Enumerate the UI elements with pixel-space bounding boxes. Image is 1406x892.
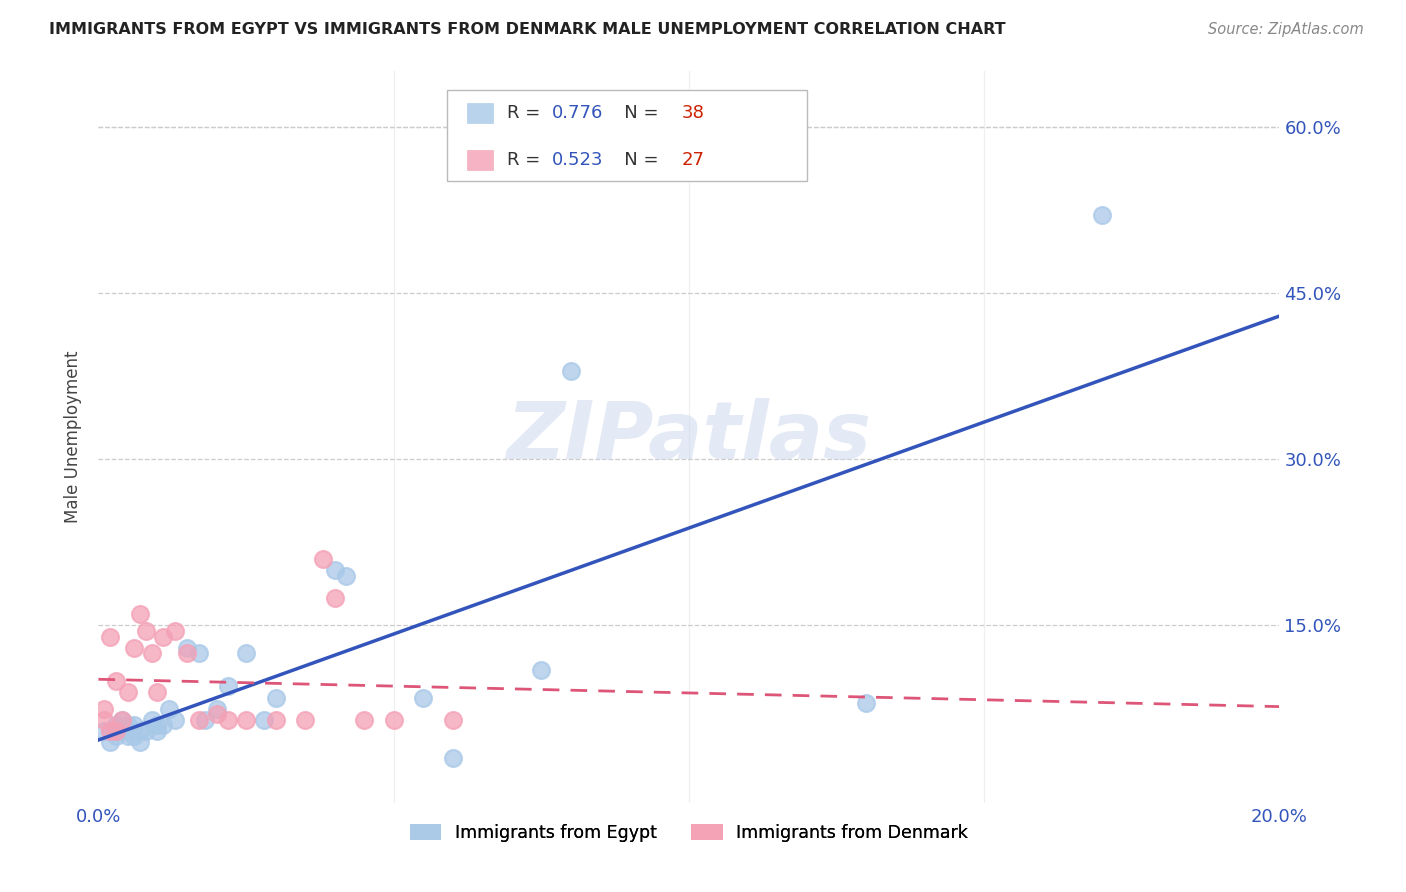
Point [855, 696, 877, 710]
Point [187, 646, 209, 660]
Point [98, 723, 121, 738]
Point [128, 607, 150, 622]
Point [111, 723, 134, 738]
Point [187, 713, 209, 727]
Point [93, 713, 115, 727]
Point [111, 713, 134, 727]
Point [312, 552, 335, 566]
Point [122, 729, 145, 743]
Point [530, 663, 553, 677]
Point [323, 591, 346, 605]
Point [117, 685, 139, 699]
Text: ZIPatlas: ZIPatlas [506, 398, 872, 476]
Legend: Immigrants from Egypt, Immigrants from Denmark: Immigrants from Egypt, Immigrants from D… [402, 817, 976, 849]
Point [152, 630, 174, 644]
Point [441, 713, 464, 727]
Point [294, 713, 316, 727]
Text: Source: ZipAtlas.com: Source: ZipAtlas.com [1208, 22, 1364, 37]
FancyBboxPatch shape [467, 103, 494, 123]
Point [117, 729, 139, 743]
FancyBboxPatch shape [447, 90, 807, 181]
Point [176, 640, 198, 655]
Point [146, 685, 169, 699]
Point [205, 707, 228, 722]
Point [253, 713, 276, 727]
Point [98, 630, 121, 644]
Point [128, 735, 150, 749]
Point [105, 673, 128, 688]
Point [135, 723, 157, 738]
Point [382, 713, 405, 727]
Text: N =: N = [607, 151, 665, 169]
Text: R =: R = [508, 151, 546, 169]
Point [105, 718, 128, 732]
Point [93, 723, 115, 738]
Point [157, 701, 180, 715]
Point [117, 718, 139, 732]
Text: 0.776: 0.776 [553, 104, 603, 122]
Point [122, 718, 145, 732]
Y-axis label: Male Unemployment: Male Unemployment [65, 351, 83, 524]
Point [165, 624, 187, 638]
FancyBboxPatch shape [467, 150, 494, 170]
Point [135, 624, 157, 638]
Text: R =: R = [508, 104, 546, 122]
Point [128, 723, 150, 738]
Point [264, 713, 287, 727]
Point [353, 713, 375, 727]
Text: 38: 38 [682, 104, 704, 122]
Point [323, 563, 346, 577]
Point [105, 723, 128, 738]
Point [235, 646, 257, 660]
Point [98, 723, 121, 738]
Point [105, 723, 128, 738]
Point [98, 735, 121, 749]
Text: 0.523: 0.523 [553, 151, 603, 169]
Text: N =: N = [607, 104, 665, 122]
Point [111, 713, 134, 727]
Point [194, 713, 217, 727]
Point [122, 640, 145, 655]
Point [105, 729, 128, 743]
Point [146, 718, 169, 732]
Point [235, 713, 257, 727]
Point [117, 723, 139, 738]
Point [205, 701, 228, 715]
Point [560, 363, 582, 377]
Point [141, 646, 163, 660]
Point [217, 713, 239, 727]
Point [176, 646, 198, 660]
Point [335, 568, 357, 582]
Point [141, 713, 163, 727]
Text: 27: 27 [682, 151, 704, 169]
Text: IMMIGRANTS FROM EGYPT VS IMMIGRANTS FROM DENMARK MALE UNEMPLOYMENT CORRELATION C: IMMIGRANTS FROM EGYPT VS IMMIGRANTS FROM… [49, 22, 1005, 37]
Point [146, 723, 169, 738]
Point [264, 690, 287, 705]
Point [217, 680, 239, 694]
Point [152, 718, 174, 732]
Point [93, 701, 115, 715]
Point [441, 751, 464, 765]
Point [1091, 209, 1114, 223]
Point [165, 713, 187, 727]
Point [412, 690, 434, 705]
